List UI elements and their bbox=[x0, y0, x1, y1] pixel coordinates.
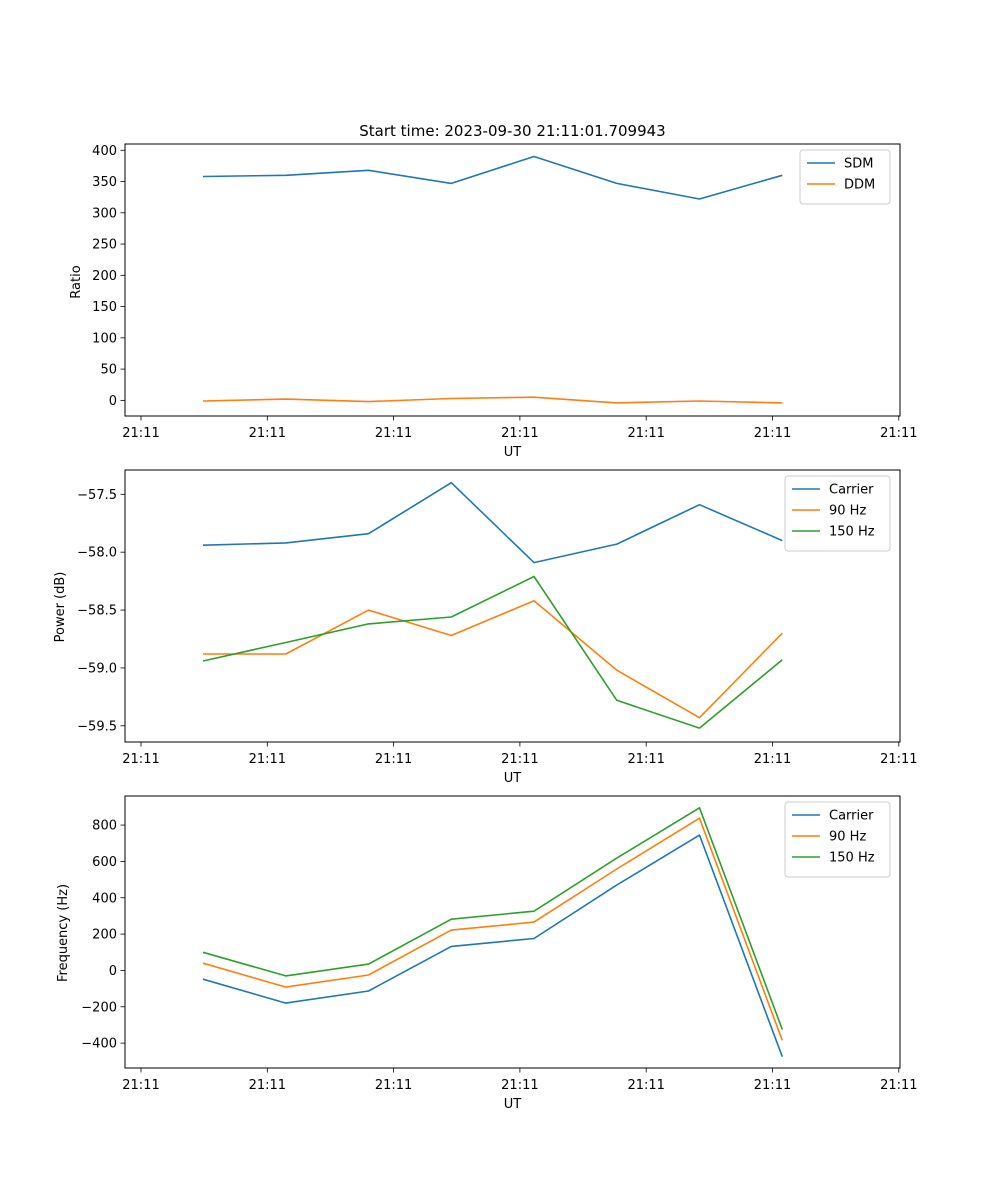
power-axes-frame bbox=[124, 469, 901, 743]
frequency-y-axis: 800 600 400 200 0 −200 −400 bbox=[81, 819, 125, 1052]
y-tick-label: 600 bbox=[92, 855, 117, 870]
x-tick-label: 21:11 bbox=[501, 752, 538, 767]
power-panel: −57.5 −58.0 −58.5 −59.0 −59.5 21:11 21:11 21:1… bbox=[53, 469, 918, 786]
y-tick-label: −59.0 bbox=[77, 661, 117, 676]
frequency-x-label: UT bbox=[504, 1097, 522, 1112]
x-tick-label: 21:11 bbox=[375, 426, 412, 441]
y-tick-label: 0 bbox=[109, 394, 117, 409]
y-tick-label: 800 bbox=[92, 819, 117, 834]
x-tick-label: 21:11 bbox=[249, 752, 286, 767]
series-line-150-hz bbox=[202, 575, 783, 729]
legend-label-90-hz: 90 Hz bbox=[829, 830, 866, 845]
power-y-label: Power (dB) bbox=[53, 572, 68, 643]
y-tick-label: −400 bbox=[81, 1037, 117, 1052]
legend-label-sdm: SDM bbox=[844, 157, 873, 172]
x-tick-label: 21:11 bbox=[627, 1078, 664, 1093]
legend-label-150-hz: 150 Hz bbox=[829, 525, 875, 540]
ratio-legend: SDM DDM bbox=[799, 149, 891, 205]
y-tick-label: 400 bbox=[92, 144, 117, 159]
x-tick-label: 21:11 bbox=[754, 1078, 791, 1093]
x-tick-label: 21:11 bbox=[627, 426, 664, 441]
x-tick-label: 21:11 bbox=[249, 426, 286, 441]
ratio-panel: Start time: 2023-09-30 21:11:01.709943 0… bbox=[69, 122, 918, 460]
frequency-series bbox=[202, 806, 784, 1057]
power-legend: Carrier 90 Hz 150 Hz bbox=[784, 475, 891, 552]
frequency-legend: Carrier 90 Hz 150 Hz bbox=[784, 801, 891, 878]
x-tick-label: 21:11 bbox=[501, 426, 538, 441]
x-tick-label: 21:11 bbox=[375, 752, 412, 767]
y-tick-label: 100 bbox=[92, 331, 117, 346]
x-tick-label: 21:11 bbox=[122, 426, 159, 441]
y-tick-label: 400 bbox=[92, 891, 117, 906]
ratio-series bbox=[202, 155, 783, 404]
y-tick-label: −57.5 bbox=[77, 488, 117, 503]
x-tick-label: 21:11 bbox=[249, 1078, 286, 1093]
y-tick-label: 0 bbox=[109, 964, 117, 979]
ratio-x-label: UT bbox=[504, 445, 522, 460]
y-tick-label: 200 bbox=[92, 269, 117, 284]
y-tick-label: 200 bbox=[92, 928, 117, 943]
x-tick-label: 21:11 bbox=[501, 1078, 538, 1093]
ratio-y-axis: 0 50 100 150 200 250 300 350 400 bbox=[92, 144, 125, 409]
ratio-axes-frame bbox=[124, 143, 901, 417]
legend-label-carrier: Carrier bbox=[829, 809, 874, 824]
y-tick-label: 350 bbox=[92, 175, 117, 190]
ratio-y-label: Ratio bbox=[69, 265, 84, 298]
y-tick-label: 50 bbox=[100, 363, 117, 378]
series-line-90-hz bbox=[203, 599, 783, 719]
y-tick-label: −58.0 bbox=[77, 546, 117, 561]
y-tick-label: 250 bbox=[92, 238, 117, 253]
series-line-carrier bbox=[202, 834, 784, 1057]
series-line-carrier bbox=[202, 481, 783, 564]
x-tick-label: 21:11 bbox=[880, 426, 917, 441]
legend-label-150-hz: 150 Hz bbox=[829, 851, 875, 866]
x-tick-label: 21:11 bbox=[880, 1078, 917, 1093]
x-tick-label: 21:11 bbox=[122, 752, 159, 767]
x-tick-label: 21:11 bbox=[754, 426, 791, 441]
frequency-axes-frame bbox=[124, 795, 901, 1069]
series-line-150-hz bbox=[202, 806, 784, 1030]
legend-label-carrier: Carrier bbox=[829, 483, 874, 498]
legend-frame bbox=[784, 475, 891, 552]
power-y-axis: −57.5 −58.0 −58.5 −59.0 −59.5 bbox=[77, 488, 125, 734]
y-tick-label: −58.5 bbox=[77, 604, 117, 619]
x-tick-label: 21:11 bbox=[627, 752, 664, 767]
frequency-y-label: Frequency (Hz) bbox=[56, 884, 71, 982]
legend-label-90-hz: 90 Hz bbox=[829, 504, 866, 519]
series-line-ddm bbox=[202, 396, 783, 404]
series-line-sdm bbox=[202, 155, 783, 200]
x-tick-label: 21:11 bbox=[880, 752, 917, 767]
y-tick-label: −59.5 bbox=[77, 719, 117, 734]
y-tick-label: 300 bbox=[92, 206, 117, 221]
y-tick-label: −200 bbox=[81, 1000, 117, 1015]
x-tick-label: 21:11 bbox=[754, 752, 791, 767]
series-line-90-hz bbox=[202, 817, 784, 1041]
legend-frame bbox=[784, 801, 891, 878]
chart-title: Start time: 2023-09-30 21:11:01.709943 bbox=[359, 122, 665, 140]
power-x-label: UT bbox=[504, 771, 522, 786]
legend-label-ddm: DDM bbox=[844, 178, 875, 193]
x-tick-label: 21:11 bbox=[375, 1078, 412, 1093]
y-tick-label: 150 bbox=[92, 300, 117, 315]
power-series bbox=[202, 481, 783, 729]
x-tick-label: 21:11 bbox=[122, 1078, 159, 1093]
frequency-panel: 800 600 400 200 0 −200 −400 21:11 21:11 21:11 21:… bbox=[56, 795, 918, 1112]
